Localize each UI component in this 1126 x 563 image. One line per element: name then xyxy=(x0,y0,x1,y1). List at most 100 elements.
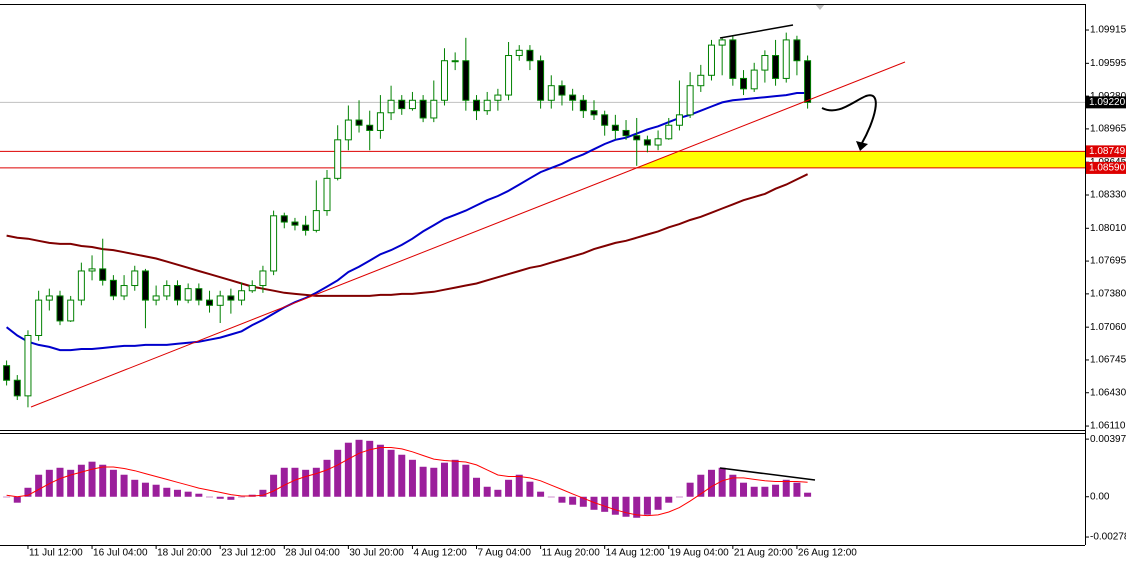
x-tick-label: 11 Jul 12:00 xyxy=(29,548,83,559)
histogram-bar xyxy=(430,467,438,497)
histogram-bar xyxy=(537,491,545,497)
x-tick-label: 28 Jul 04:00 xyxy=(285,548,340,559)
histogram-bar xyxy=(173,489,181,497)
last-price-box xyxy=(1086,96,1126,109)
candle-body xyxy=(473,99,481,112)
histogram-bar xyxy=(675,496,683,498)
histogram-bar xyxy=(590,496,598,510)
y-tick-label: 1.09595 xyxy=(1090,58,1126,69)
candle-body xyxy=(366,124,374,131)
histogram-bar xyxy=(206,496,214,498)
last-price-label: 1.09220 xyxy=(1089,97,1126,108)
histogram-bar xyxy=(750,486,758,497)
x-tick-label: 16 Jul 04:00 xyxy=(93,548,148,559)
y-tick-label: 1.07380 xyxy=(1090,289,1126,300)
candle-body xyxy=(3,365,11,381)
candle-body xyxy=(761,55,769,71)
candle-body xyxy=(24,334,32,397)
histogram-bar xyxy=(291,467,299,497)
histogram-bar xyxy=(216,496,224,499)
y-tick-label: 1.09280 xyxy=(1090,91,1126,102)
histogram-bar xyxy=(152,484,160,497)
candle-body xyxy=(45,295,53,301)
histogram-bar xyxy=(419,466,427,497)
y-tick-label: 1.06745 xyxy=(1090,355,1126,366)
histogram-bar xyxy=(782,479,790,497)
candle-body xyxy=(451,60,459,63)
price-layer xyxy=(3,32,812,518)
candle-body xyxy=(622,129,630,137)
candle-body xyxy=(740,77,748,90)
histogram-bar xyxy=(344,442,352,497)
histogram-bar xyxy=(323,459,331,497)
histogram-bar xyxy=(804,492,812,497)
candle-body xyxy=(344,119,352,141)
candle-body xyxy=(227,295,235,301)
candle-body xyxy=(611,124,619,131)
candle-body xyxy=(590,110,598,116)
histogram-bar xyxy=(131,479,139,497)
histogram-bar xyxy=(355,439,363,497)
candle-body xyxy=(633,135,641,141)
candle-body xyxy=(88,268,96,272)
candle-body xyxy=(782,39,790,79)
candle-body xyxy=(109,279,117,297)
candle-body xyxy=(505,55,513,96)
divergence-line xyxy=(719,24,794,39)
x-tick-label: 18 Jul 20:00 xyxy=(157,548,212,559)
candle-body xyxy=(291,221,299,226)
histogram-bar xyxy=(109,469,117,497)
histogram-bar xyxy=(643,496,651,515)
level-label-box xyxy=(1086,161,1126,174)
divergence-line xyxy=(719,467,816,481)
candle-body xyxy=(772,55,780,79)
histogram-bar xyxy=(611,496,619,515)
histogram-bar xyxy=(729,474,737,497)
candle-body xyxy=(312,210,320,231)
y-tick-label: 1.06430 xyxy=(1090,387,1126,398)
histogram-bar xyxy=(665,496,673,503)
histogram-bar xyxy=(547,496,555,498)
candle-body xyxy=(697,74,705,87)
candle-body xyxy=(526,49,534,62)
candle-body xyxy=(494,94,502,101)
candle-body xyxy=(77,270,85,301)
candle-body xyxy=(579,99,587,112)
histogram-bar xyxy=(77,464,85,497)
candle-body xyxy=(248,285,256,292)
y-tick-label: 0.003978 xyxy=(1090,434,1126,445)
zone xyxy=(635,151,1085,168)
candle-body xyxy=(280,215,288,223)
level-label-box xyxy=(1086,145,1126,158)
histogram-bar xyxy=(686,482,694,497)
histogram-bar xyxy=(99,464,107,497)
candle-body xyxy=(750,69,758,90)
histogram-bar xyxy=(740,482,748,497)
histogram-bar xyxy=(120,474,128,497)
arrow-head xyxy=(856,141,868,151)
histogram-bar xyxy=(259,489,267,497)
candle-body xyxy=(686,85,694,116)
histogram-bar xyxy=(505,479,513,497)
candle-body xyxy=(665,124,673,140)
y-tick-label: 1.07695 xyxy=(1090,256,1126,267)
candle-body xyxy=(355,119,363,126)
histogram-bar xyxy=(473,477,481,497)
candle-body xyxy=(729,39,737,79)
candle-body xyxy=(206,299,214,306)
x-tick-label: 7 Aug 04:00 xyxy=(478,548,532,559)
y-tick-label: 1.08330 xyxy=(1090,190,1126,201)
histogram-bar xyxy=(227,496,235,500)
candle-body xyxy=(152,295,160,301)
y-tick-label: 1.06110 xyxy=(1090,421,1126,432)
x-tick-label: 14 Aug 12:00 xyxy=(606,548,665,559)
histogram-bar xyxy=(483,486,491,497)
candle-body xyxy=(558,85,566,96)
candle-body xyxy=(56,295,64,322)
y-tick-label: -0.00278 xyxy=(1090,532,1126,543)
candle-body xyxy=(804,60,812,103)
histogram-bar xyxy=(558,496,566,503)
histogram-bar xyxy=(67,469,75,497)
